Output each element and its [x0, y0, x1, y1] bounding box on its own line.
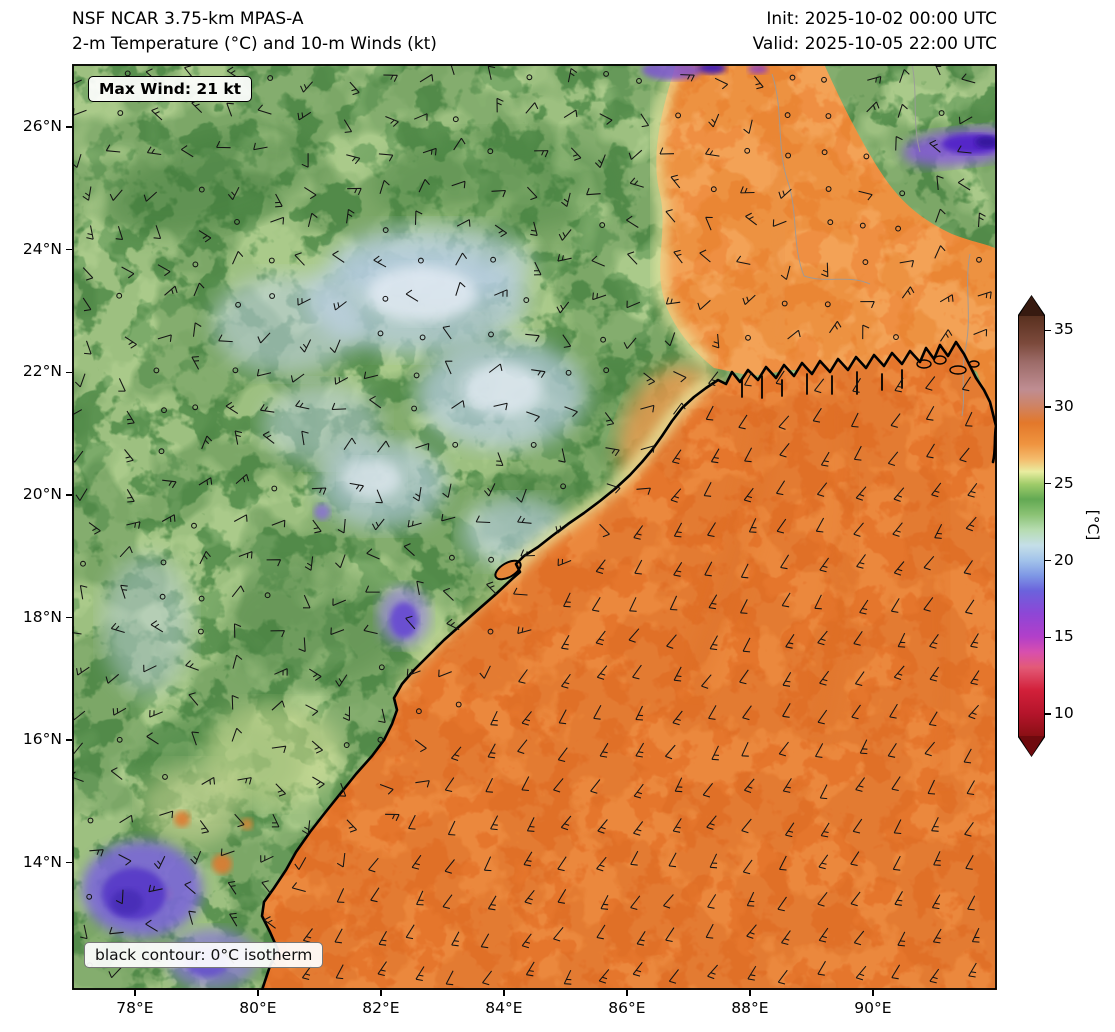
y-tickmark [66, 494, 72, 496]
colorbar-tickmark [1045, 559, 1051, 562]
cool-patches [102, 224, 587, 694]
x-tick-label: 86°E [608, 999, 646, 1017]
x-tickmark [626, 990, 628, 996]
x-tick-label: 84°E [485, 999, 523, 1017]
x-tick-label: 82°E [362, 999, 400, 1017]
x-tick-label: 88°E [731, 999, 769, 1017]
y-tickmark [66, 371, 72, 374]
delta-islands [494, 355, 980, 581]
temperature-field-warm [262, 64, 997, 990]
zero-isotherm-contour [260, 340, 997, 990]
y-tick-label: 24°N [22, 239, 62, 258]
y-tickmark [66, 249, 72, 251]
colorbar-tick-label: 10 [1054, 704, 1074, 723]
x-tick-label: 90°E [854, 999, 892, 1017]
y-tick-label: 20°N [22, 484, 62, 503]
title-variables: 2-m Temperature (°C) and 10-m Winds (kt) [72, 34, 437, 54]
colorbar [1018, 295, 1045, 757]
x-tickmark [749, 990, 751, 996]
x-tick-label: 78°E [116, 999, 154, 1017]
x-tickmark [503, 990, 505, 996]
colorbar-unit-label: [°C] [1084, 509, 1102, 541]
y-tickmark [66, 862, 72, 864]
colorbar-tickmark [1045, 329, 1051, 331]
x-tickmark [134, 990, 136, 996]
y-tick-label: 26°N [22, 117, 62, 136]
y-tickmark [66, 616, 72, 619]
admin-boundaries [771, 64, 971, 417]
colorbar-tickmark [1045, 713, 1051, 715]
colorbar-gradient [1019, 296, 1044, 756]
y-tick-label: 22°N [22, 362, 62, 381]
x-tickmark [380, 990, 382, 996]
y-tick-label: 16°N [22, 730, 62, 749]
max-wind-annotation: Max Wind: 21 kt [88, 76, 253, 102]
colorbar-tick-label: 30 [1054, 396, 1074, 415]
y-tickmark [66, 126, 72, 128]
x-tick-label: 80°E [239, 999, 277, 1017]
colorbar-tickmark [1045, 406, 1051, 408]
colorbar-tick-label: 35 [1054, 320, 1074, 339]
valid-time: Valid: 2025-10-05 22:00 UTC [752, 34, 997, 54]
delta-channels [741, 369, 903, 399]
title-model: NSF NCAR 3.75-km MPAS-A [72, 9, 304, 29]
y-tick-label: 18°N [22, 607, 62, 626]
colorbar-tick-label: 20 [1054, 550, 1074, 569]
plot-frame [72, 64, 997, 990]
y-tickmark [66, 739, 72, 741]
colorbar-tick-label: 15 [1054, 627, 1074, 646]
x-tickmark [257, 990, 259, 996]
map-figure [72, 64, 997, 990]
x-tickmark [872, 990, 874, 996]
init-time: Init: 2025-10-02 00:00 UTC [766, 9, 997, 29]
colorbar-tickmark [1045, 483, 1051, 485]
contour-annotation: black contour: 0°C isotherm [84, 942, 324, 968]
y-tick-label: 14°N [22, 852, 62, 871]
wind-barbs [72, 64, 992, 986]
colorbar-tick-label: 25 [1054, 473, 1074, 492]
colorbar-tickmark [1045, 636, 1051, 639]
